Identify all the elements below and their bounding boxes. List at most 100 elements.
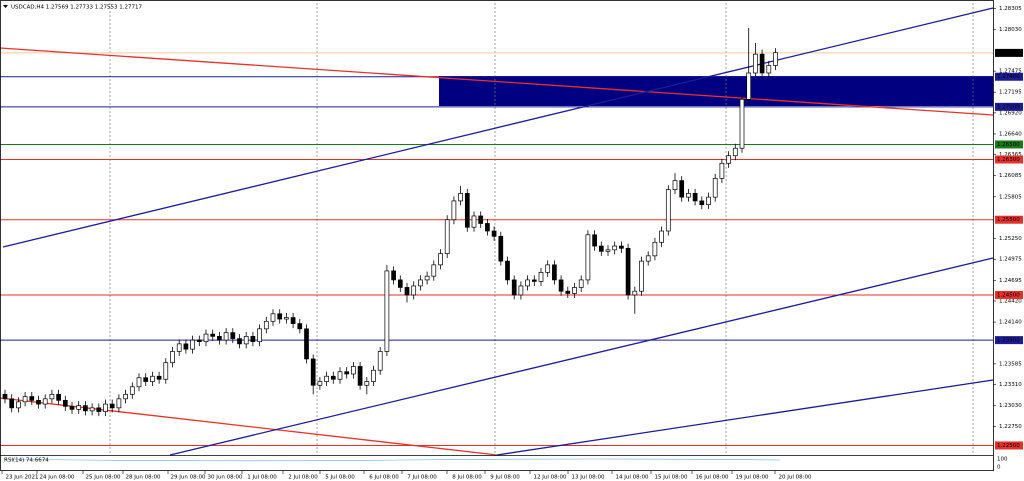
candle-body: [639, 260, 644, 292]
candle-body: [665, 189, 671, 232]
level-label-box: [995, 72, 1023, 81]
candle-body: [652, 241, 658, 257]
candle-body: [679, 180, 685, 198]
candle-body: [297, 323, 303, 330]
candle-body: [746, 72, 752, 100]
candle-body: [257, 328, 262, 342]
candle-body: [384, 270, 390, 352]
y-tick-label: 1.26365: [999, 152, 1022, 158]
x-tick-label: 14 Jul 08:00: [616, 475, 649, 481]
x-tick-label: 5 Jul 08:00: [325, 475, 355, 481]
candle-body: [592, 234, 597, 247]
candle-body: [511, 279, 517, 296]
candle-body: [210, 333, 216, 337]
level-label-box: [995, 102, 1023, 111]
candle-body: [156, 375, 162, 380]
y-tick-label: 1.23585: [999, 361, 1022, 367]
candle-body: [411, 285, 417, 296]
candle-body: [196, 339, 202, 342]
candle-body: [36, 399, 41, 405]
candle-body: [29, 396, 35, 401]
y-tick-label: 1.24695: [999, 278, 1022, 284]
y-tick-label: 1.24420: [999, 298, 1022, 304]
indicator-label: RSI(14) 74.6674: [4, 458, 49, 464]
candle-body: [578, 279, 584, 288]
candle-body: [69, 405, 75, 410]
x-tick-label: 15 Jul 08:00: [655, 475, 688, 481]
zone: [439, 76, 993, 106]
candle-body: [444, 219, 450, 254]
candle-body: [498, 235, 504, 262]
y-tick-label: 1.28305: [999, 6, 1022, 12]
y-tick-label: 1.23310: [999, 382, 1022, 388]
candle-body: [270, 313, 276, 322]
indicator-scale: 0: [997, 465, 1001, 471]
candle-body: [324, 375, 329, 382]
x-tick-label: 16 Jul 08:00: [696, 475, 729, 481]
candle-body: [377, 351, 383, 371]
candle-body: [598, 245, 604, 252]
candle-body: [619, 245, 624, 249]
candle-body: [565, 290, 571, 294]
x-tick-label: 1 Jul 08:00: [247, 475, 277, 481]
x-tick-label: 30 Jun 08:00: [208, 475, 243, 481]
candle-body: [773, 52, 778, 66]
candle-body: [49, 393, 55, 400]
candle-body: [96, 407, 102, 412]
candle-body: [719, 162, 725, 179]
candle-body: [538, 272, 544, 282]
x-tick-label: 28 Jun 08:00: [126, 475, 161, 481]
level-label-box: [995, 441, 1023, 450]
candle-body: [62, 399, 68, 407]
candle-body: [605, 249, 611, 252]
candle-body: [505, 260, 510, 281]
level-label: 1.27000: [997, 104, 1020, 110]
candle-body: [485, 223, 490, 232]
level-label: 1.23900: [997, 338, 1020, 344]
candle-body: [230, 332, 236, 339]
x-tick-label: 13 Jul 08:00: [572, 475, 605, 481]
level-label: 1.26500: [997, 142, 1020, 148]
candle-body: [471, 215, 477, 228]
level-label: 1.24500: [997, 292, 1020, 298]
candle-body: [404, 287, 410, 296]
candle-body: [706, 196, 711, 206]
x-tick-label: 12 Jul 08:00: [534, 475, 567, 481]
candle-body: [391, 270, 396, 281]
candle-body: [344, 371, 350, 375]
x-tick-label: 19 Jul 08:00: [736, 475, 769, 481]
candle-body: [692, 193, 698, 202]
candle-body: [712, 177, 718, 198]
levels: [0, 52, 993, 446]
indicator-scale: 100: [997, 457, 1008, 463]
level-label-box: [995, 336, 1023, 345]
candle-body: [109, 403, 115, 409]
candle-body: [16, 401, 21, 409]
candle-body: [9, 398, 15, 409]
trendline: [0, 397, 498, 456]
candle-body: [263, 320, 269, 330]
candle-body: [170, 351, 175, 364]
candle-body: [766, 65, 772, 74]
candle-body: [284, 317, 289, 320]
y-tick-label: 1.26640: [999, 131, 1022, 137]
candle-body: [290, 317, 296, 324]
candle-body: [531, 279, 537, 282]
trendline: [169, 257, 994, 456]
candle-body: [451, 200, 457, 221]
indicator-line: [3, 458, 781, 462]
candle-body: [732, 147, 738, 157]
candle-body: [672, 180, 678, 190]
plot-frame: [0, 0, 994, 471]
candle-body: [632, 290, 638, 296]
candle-body: [478, 215, 484, 224]
y-tick-label: 1.26920: [999, 110, 1022, 116]
candle-body: [304, 328, 309, 360]
axes: 1.28305 1.28030 1.27475 1.27195 1.26920 1.266…: [1, 6, 1023, 481]
candle-body: [371, 369, 376, 382]
candle-body: [438, 253, 443, 266]
y-tick-label: 1.25250: [999, 236, 1022, 242]
candle-body: [2, 393, 8, 400]
